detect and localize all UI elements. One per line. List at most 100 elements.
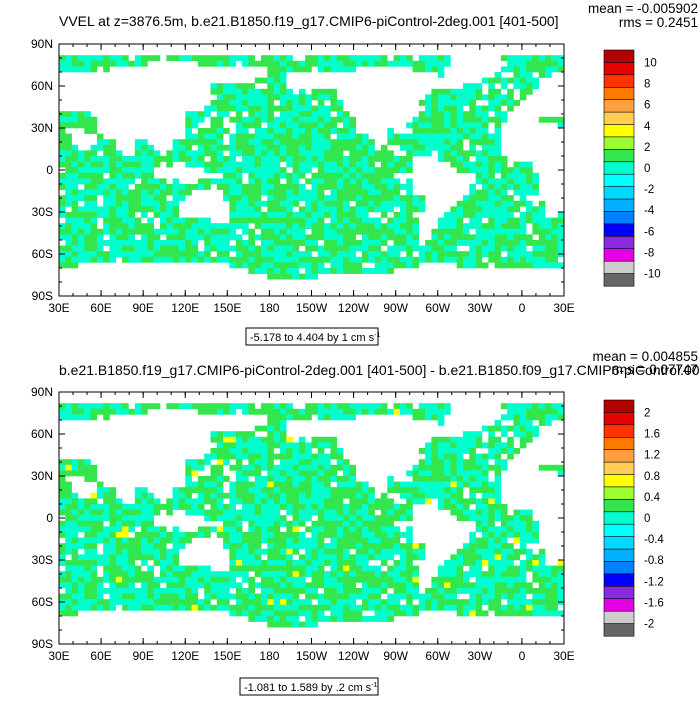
- ocean-cell: [279, 128, 287, 134]
- ocean-cell: [109, 206, 117, 213]
- ocean-cell: [172, 228, 180, 235]
- ocean-cell: [330, 599, 337, 606]
- ocean-cell: [248, 122, 255, 129]
- ocean-cell: [362, 139, 369, 146]
- ocean-cell: [191, 582, 199, 589]
- ocean-cell: [406, 156, 413, 162]
- ocean-cell: [418, 492, 426, 499]
- ocean-cell: [425, 588, 432, 594]
- ocean-cell: [368, 582, 375, 589]
- ocean-cell: [355, 245, 363, 252]
- ocean-cell: [526, 217, 533, 224]
- ocean-cell: [254, 565, 262, 572]
- ocean-cell: [298, 100, 306, 106]
- ocean-cell: [185, 588, 192, 594]
- ocean-cell: [279, 200, 287, 207]
- ocean-cell: [557, 217, 565, 224]
- ocean-cell: [122, 565, 129, 572]
- chart-2-rms: rms = 0.07747: [611, 362, 698, 377]
- ocean-cell: [324, 178, 331, 185]
- ocean-cell: [418, 100, 426, 106]
- ocean-cell: [185, 537, 192, 544]
- ocean-cell: [128, 217, 135, 224]
- ocean-cell: [305, 599, 312, 606]
- ocean-cell: [298, 464, 306, 471]
- ocean-cell: [59, 554, 66, 561]
- ocean-cell: [336, 481, 344, 488]
- ocean-cell: [172, 150, 180, 157]
- ocean-cell: [526, 262, 533, 269]
- ocean-cell: [431, 116, 438, 123]
- ocean-cell: [399, 515, 407, 522]
- ocean-cell: [134, 576, 142, 583]
- ocean-cell: [191, 139, 199, 146]
- ocean-cell: [273, 172, 281, 179]
- ocean-cell: [229, 139, 236, 146]
- ocean-cell: [324, 498, 331, 505]
- ocean-cell: [160, 526, 167, 533]
- ocean-cell: [343, 228, 350, 235]
- ocean-cell: [538, 223, 546, 230]
- ocean-cell: [141, 184, 148, 190]
- ocean-cell: [141, 139, 148, 146]
- ocean-cell: [444, 498, 451, 505]
- ocean-cell: [330, 223, 337, 230]
- ocean-cell: [412, 492, 420, 499]
- ocean-cell: [431, 94, 438, 101]
- ocean-cell: [298, 150, 306, 157]
- ocean-cell: [450, 476, 457, 482]
- ocean-cell: [494, 133, 502, 140]
- ocean-cell: [103, 554, 110, 561]
- ocean-cell: [254, 206, 262, 213]
- ocean-cell: [286, 251, 293, 258]
- ocean-cell: [166, 498, 173, 505]
- ocean-cell: [109, 565, 117, 572]
- ocean-cell: [317, 234, 325, 241]
- ocean-cell: [248, 588, 255, 594]
- ocean-cell: [216, 100, 224, 106]
- ocean-cell: [273, 144, 281, 151]
- ocean-cell: [475, 83, 483, 90]
- ocean-cell: [279, 504, 287, 510]
- ocean-cell: [532, 604, 539, 611]
- ocean-cell: [267, 228, 274, 235]
- ocean-cell: [141, 588, 148, 594]
- ocean-cell: [279, 610, 287, 617]
- ocean-cell: [343, 156, 350, 162]
- ocean-cell: [147, 184, 154, 190]
- ocean-cell: [286, 66, 293, 73]
- ocean-cell: [254, 189, 262, 196]
- ocean-cell: [305, 156, 312, 162]
- ocean-cell: [261, 487, 268, 494]
- ocean-cell: [71, 565, 79, 572]
- ocean-cell: [128, 520, 135, 527]
- ocean-cell: [204, 178, 211, 185]
- ocean-cell: [197, 571, 205, 578]
- ocean-cell: [368, 139, 375, 146]
- ocean-cell: [374, 167, 382, 174]
- ocean-cell: [399, 167, 407, 174]
- ocean-cell: [387, 408, 394, 415]
- ocean-cell: [469, 548, 476, 555]
- ocean-cell: [267, 621, 274, 628]
- ocean-cell: [71, 240, 79, 246]
- ocean-cell: [166, 150, 173, 157]
- ocean-cell: [532, 262, 539, 269]
- ocean-cell: [538, 610, 546, 617]
- ocean-cell: [343, 487, 350, 494]
- ocean-cell: [317, 554, 325, 561]
- ocean-cell: [406, 234, 413, 241]
- ocean-cell: [355, 571, 363, 578]
- ocean-cell: [279, 593, 287, 600]
- ocean-cell: [418, 245, 426, 252]
- ocean-cell: [456, 571, 464, 578]
- ocean-cell: [65, 189, 72, 196]
- ocean-cell: [500, 543, 508, 550]
- ocean-cell: [103, 178, 110, 185]
- ocean-cell: [513, 448, 521, 454]
- ocean-cell: [141, 576, 148, 583]
- ocean-cell: [103, 571, 110, 578]
- ocean-cell: [488, 189, 495, 196]
- ocean-cell: [437, 88, 445, 95]
- ocean-cell: [59, 55, 66, 62]
